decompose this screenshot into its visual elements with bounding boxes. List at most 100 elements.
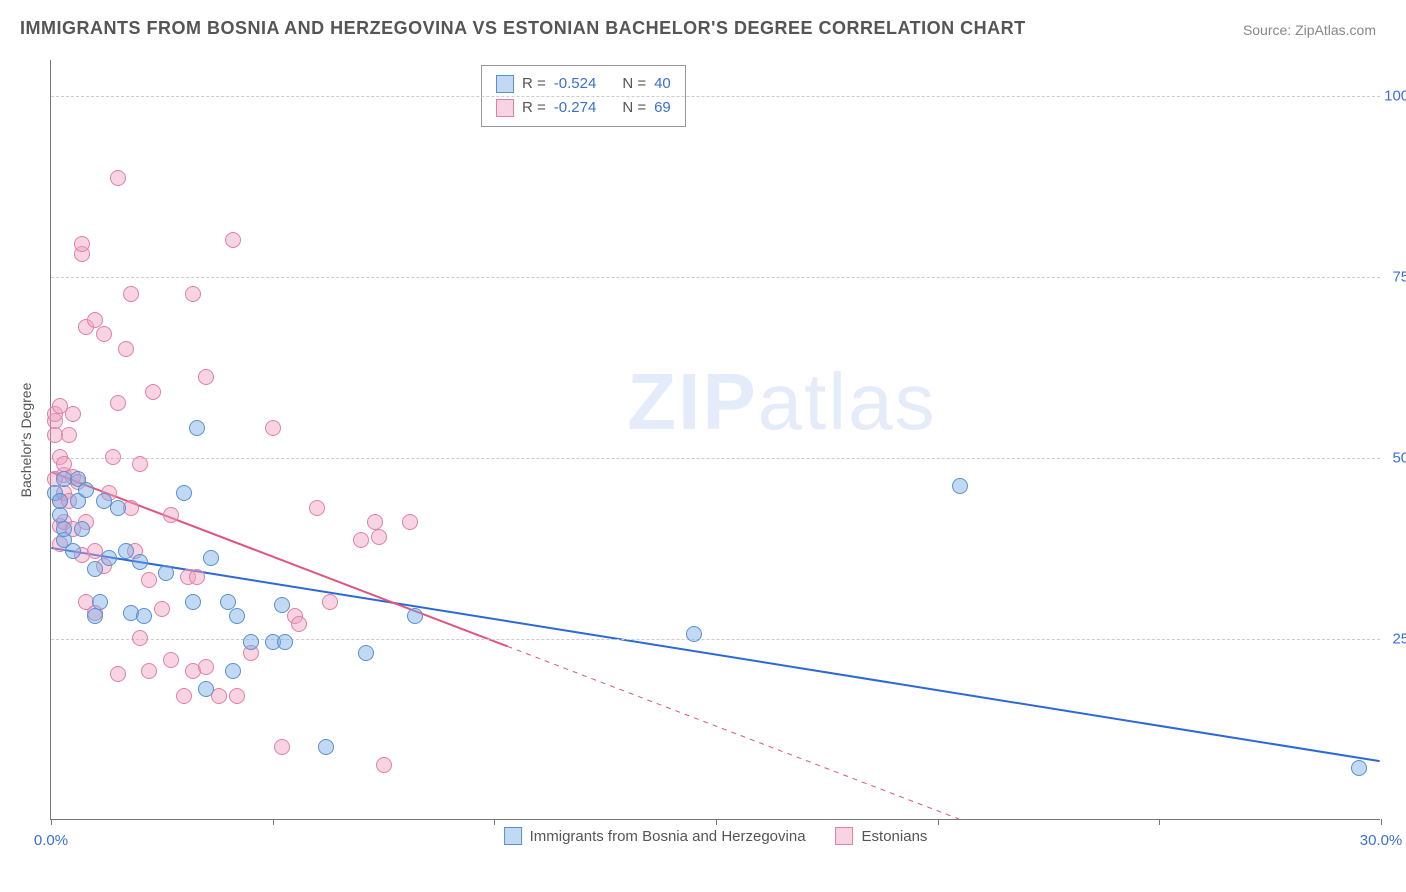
legend-label: Immigrants from Bosnia and Herzegovina: [530, 828, 806, 845]
y-tick-label: 50.0%: [1392, 450, 1406, 467]
scatter-point: [118, 341, 134, 357]
legend-swatch: [504, 827, 522, 845]
legend-item: Estonians: [836, 827, 928, 845]
scatter-point: [243, 634, 259, 650]
gridline-h: [51, 458, 1380, 459]
x-tick: [494, 819, 495, 825]
scatter-point: [154, 601, 170, 617]
scatter-point: [123, 286, 139, 302]
scatter-point: [141, 572, 157, 588]
n-value: 69: [654, 96, 671, 120]
scatter-point: [141, 663, 157, 679]
scatter-point: [176, 688, 192, 704]
x-tick: [716, 819, 717, 825]
scatter-point: [189, 569, 205, 585]
scatter-point: [132, 554, 148, 570]
scatter-point: [101, 550, 117, 566]
legend-swatch: [496, 99, 514, 117]
source-label: Source: ZipAtlas.com: [1243, 22, 1376, 38]
scatter-point: [322, 594, 338, 610]
scatter-point: [686, 626, 702, 642]
scatter-point: [158, 565, 174, 581]
scatter-point: [110, 666, 126, 682]
scatter-point: [78, 482, 94, 498]
scatter-point: [225, 232, 241, 248]
legend-label: Estonians: [862, 828, 928, 845]
x-tick-label: 0.0%: [34, 832, 68, 849]
x-tick: [1159, 819, 1160, 825]
scatter-point: [203, 550, 219, 566]
scatter-point: [110, 170, 126, 186]
n-label: N =: [622, 96, 646, 120]
scatter-point: [74, 521, 90, 537]
scatter-point: [277, 634, 293, 650]
scatter-point: [198, 681, 214, 697]
scatter-point: [136, 608, 152, 624]
scatter-point: [110, 395, 126, 411]
scatter-point: [163, 652, 179, 668]
scatter-point: [291, 616, 307, 632]
scatter-point: [92, 594, 108, 610]
scatter-point: [402, 514, 418, 530]
scatter-point: [87, 312, 103, 328]
r-value: -0.524: [554, 72, 597, 96]
scatter-point: [87, 561, 103, 577]
scatter-point: [52, 493, 68, 509]
r-label: R =: [522, 72, 546, 96]
x-tick: [51, 819, 52, 825]
scatter-point: [185, 594, 201, 610]
scatter-point: [318, 739, 334, 755]
scatter-point: [145, 384, 161, 400]
scatter-point: [353, 532, 369, 548]
n-label: N =: [622, 72, 646, 96]
legend-swatch: [496, 75, 514, 93]
scatter-point: [225, 663, 241, 679]
scatter-point: [371, 529, 387, 545]
x-tick: [1381, 819, 1382, 825]
n-value: 40: [654, 72, 671, 96]
scatter-point: [198, 369, 214, 385]
scatter-point: [65, 406, 81, 422]
scatter-point: [96, 326, 112, 342]
scatter-point: [65, 543, 81, 559]
scatter-point: [87, 608, 103, 624]
scatter-point: [265, 420, 281, 436]
scatter-point: [61, 427, 77, 443]
scatter-point: [274, 739, 290, 755]
trend-lines: [51, 60, 1380, 819]
x-tick: [938, 819, 939, 825]
scatter-point: [56, 521, 72, 537]
scatter-point: [163, 507, 179, 523]
y-tick-label: 25.0%: [1392, 631, 1406, 648]
r-label: R =: [522, 96, 546, 120]
x-tick: [273, 819, 274, 825]
scatter-point: [274, 597, 290, 613]
x-tick-label: 30.0%: [1360, 832, 1403, 849]
scatter-point: [74, 236, 90, 252]
y-axis-label: Bachelor's Degree: [18, 382, 34, 497]
legend-item: Immigrants from Bosnia and Herzegovina: [504, 827, 806, 845]
gridline-h: [51, 277, 1380, 278]
r-value: -0.274: [554, 96, 597, 120]
scatter-point: [229, 688, 245, 704]
plot-region: Bachelor's Degree ZIPatlas R = -0.524 N …: [50, 60, 1380, 820]
legend-bottom: Immigrants from Bosnia and Herzegovina Es…: [504, 827, 928, 845]
scatter-point: [105, 449, 121, 465]
scatter-point: [220, 594, 236, 610]
scatter-point: [952, 478, 968, 494]
scatter-point: [198, 659, 214, 675]
chart-title: IMMIGRANTS FROM BOSNIA AND HERZEGOVINA V…: [20, 18, 1026, 39]
legend-stats-row: R = -0.524 N = 40: [496, 72, 671, 96]
chart-area: Bachelor's Degree ZIPatlas R = -0.524 N …: [50, 60, 1380, 820]
scatter-point: [1351, 760, 1367, 776]
legend-swatch: [836, 827, 854, 845]
scatter-point: [176, 485, 192, 501]
scatter-point: [132, 456, 148, 472]
gridline-h: [51, 96, 1380, 97]
scatter-point: [229, 608, 245, 624]
scatter-point: [376, 757, 392, 773]
scatter-point: [110, 500, 126, 516]
scatter-point: [185, 286, 201, 302]
legend-stats-row: R = -0.274 N = 69: [496, 96, 671, 120]
scatter-point: [132, 630, 148, 646]
